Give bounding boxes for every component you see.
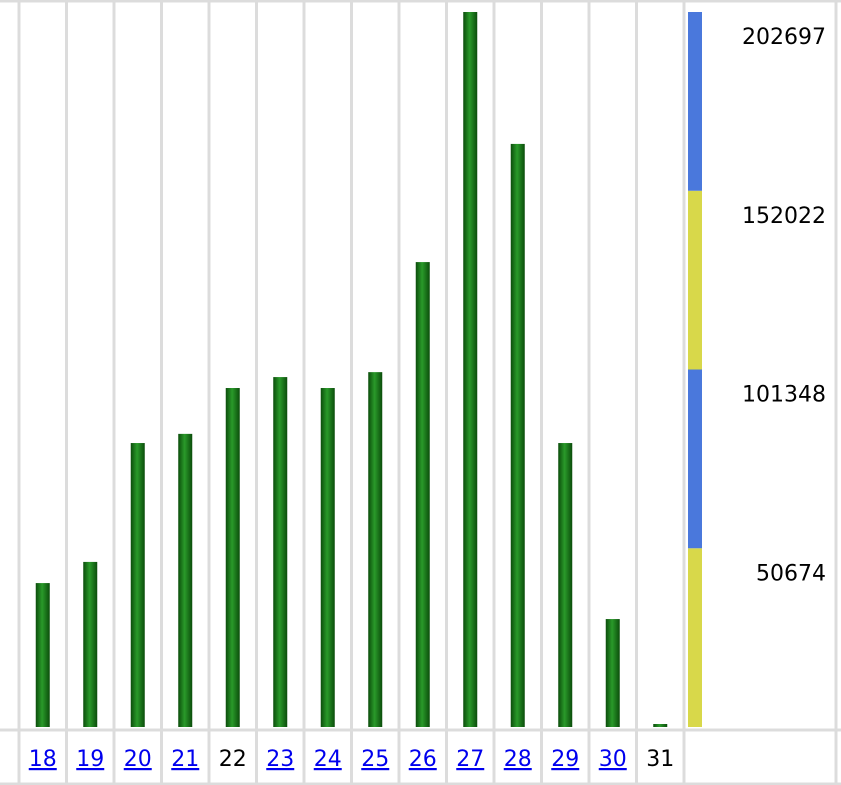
y-tick-label: 50674 (756, 561, 826, 586)
day-link[interactable]: 21 (171, 747, 199, 772)
day-link[interactable]: 20 (124, 747, 152, 772)
bar (178, 433, 193, 727)
bar (368, 372, 383, 727)
day-link[interactable]: 28 (504, 747, 532, 772)
day-label: 31 (646, 747, 674, 772)
day-link[interactable]: 23 (266, 747, 294, 772)
y-tick-label: 101348 (742, 383, 826, 408)
bar (558, 443, 573, 727)
day-link[interactable]: 25 (361, 747, 389, 772)
bar (225, 388, 240, 727)
day-link[interactable]: 30 (599, 747, 627, 772)
scale-stripe (688, 369, 702, 549)
bar (415, 262, 430, 727)
bar (653, 724, 668, 727)
scale-stripe (688, 548, 702, 727)
day-link[interactable]: 24 (314, 747, 342, 772)
day-link[interactable]: 19 (76, 747, 104, 772)
bar (83, 561, 98, 727)
scale-stripe (688, 190, 702, 370)
scale-stripe (688, 12, 702, 191)
y-tick-label: 152022 (742, 204, 826, 229)
bar (463, 12, 478, 727)
day-link[interactable]: 18 (29, 747, 57, 772)
bar (605, 619, 620, 727)
day-link[interactable]: 29 (551, 747, 579, 772)
bar (35, 583, 50, 727)
y-tick-label: 202697 (742, 25, 826, 50)
day-link[interactable]: 26 (409, 747, 437, 772)
bar (320, 388, 335, 727)
bar (273, 377, 288, 727)
day-label: 22 (219, 747, 247, 772)
day-link[interactable]: 27 (456, 747, 484, 772)
bar (130, 443, 145, 727)
bar (510, 143, 525, 727)
